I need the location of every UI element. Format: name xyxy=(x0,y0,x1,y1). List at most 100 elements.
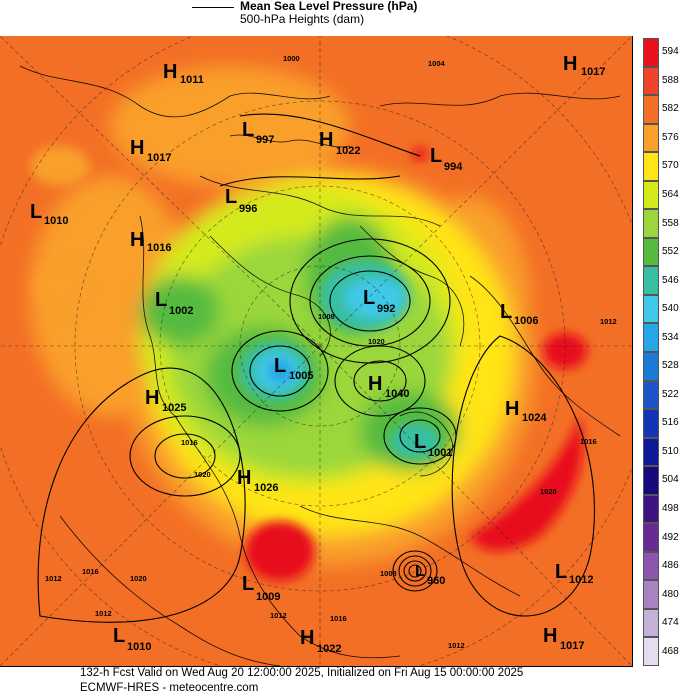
colorbar-swatch xyxy=(643,409,659,438)
isobar-label: 1012 xyxy=(95,609,112,618)
colorbar-tick-label: 528 xyxy=(662,360,679,372)
isobar-legend-line xyxy=(192,7,234,8)
colorbar-tick-label: 546 xyxy=(662,274,679,286)
isobar-label: 1012 xyxy=(45,574,62,583)
forecast-valid-text: 132-h Fcst Valid on Wed Aug 20 12:00:00 … xyxy=(80,667,524,679)
height-colorbar xyxy=(643,38,659,666)
isobar-label: 1016 xyxy=(82,567,99,576)
low-pressure-center: L 1006 xyxy=(500,301,538,327)
svg-text:H: H xyxy=(237,467,251,489)
svg-text:H: H xyxy=(163,61,177,83)
colorbar-swatch xyxy=(643,523,659,552)
isobar-label: 1020 xyxy=(194,470,211,479)
svg-text:L: L xyxy=(430,145,442,167)
svg-text:L: L xyxy=(274,355,286,377)
colorbar-swatch xyxy=(643,294,659,324)
map-canvas: 1000 1004 1008 1020 1016 1020 1012 1016 … xyxy=(0,36,632,666)
svg-text:L: L xyxy=(363,287,375,309)
isobar-label: 1012 xyxy=(448,641,465,650)
high-pressure-center: H 1022 xyxy=(319,129,360,157)
low-pressure-center: L 1010 xyxy=(30,201,68,227)
svg-text:1025: 1025 xyxy=(162,402,186,414)
isobar-label: 1008 xyxy=(318,312,335,321)
model-source-text: ECMWF-HRES - meteocentre.com xyxy=(80,682,259,694)
colorbar-tick-label: 492 xyxy=(662,531,679,543)
colorbar-swatch xyxy=(643,580,659,609)
svg-text:1002: 1002 xyxy=(169,305,193,317)
weather-map: 1000 1004 1008 1020 1016 1020 1012 1016 … xyxy=(0,36,633,667)
high-pressure-center: H 1016 xyxy=(130,229,171,254)
svg-text:1016: 1016 xyxy=(147,242,171,254)
colorbar-swatch xyxy=(643,180,659,210)
high-pressure-center: H 1024 xyxy=(505,398,547,424)
colorbar-tick-label: 516 xyxy=(662,417,679,429)
high-pressure-center: H 1026 xyxy=(237,467,278,494)
colorbar-tick-label: 594 xyxy=(662,46,679,58)
colorbar-swatch xyxy=(643,466,659,495)
svg-text:L: L xyxy=(414,431,426,453)
svg-text:1026: 1026 xyxy=(254,482,278,494)
isobar-label: 1012 xyxy=(270,611,287,620)
coastlines xyxy=(19,65,621,666)
svg-text:1022: 1022 xyxy=(336,145,360,157)
low-pressure-center: L 1012 xyxy=(555,561,593,586)
svg-text:L: L xyxy=(155,289,167,311)
isobar-label: 1020 xyxy=(130,574,147,583)
colorbar-tick-label: 486 xyxy=(662,560,679,572)
colorbar-swatch xyxy=(643,352,659,381)
colorbar-tick-label: 534 xyxy=(662,331,679,343)
svg-text:960: 960 xyxy=(427,575,445,587)
colorbar-tick-label: 582 xyxy=(662,103,679,115)
colorbar-swatch xyxy=(643,38,659,67)
isobar-label: 1020 xyxy=(540,487,557,496)
svg-text:992: 992 xyxy=(377,303,395,315)
low-pressure-center: L 1001 xyxy=(414,431,452,459)
colorbar-swatch xyxy=(643,66,659,96)
colorbar-tick-label: 576 xyxy=(662,131,679,143)
colorbar-tick-label: 504 xyxy=(662,474,679,486)
height-shading xyxy=(0,36,632,666)
map-legend: Mean Sea Level Pressure (hPa) 500-hPa He… xyxy=(192,0,452,30)
svg-text:1022: 1022 xyxy=(317,643,341,655)
colorbar-tick-label: 468 xyxy=(662,645,679,657)
colorbar-swatch xyxy=(643,209,659,238)
low-pressure-center: L 997 xyxy=(242,119,274,146)
svg-text:1006: 1006 xyxy=(514,315,538,327)
low-pressure-center: L 992 xyxy=(363,287,395,315)
svg-text:1024: 1024 xyxy=(522,412,547,424)
svg-text:1017: 1017 xyxy=(581,66,605,78)
svg-text:H: H xyxy=(368,373,382,395)
svg-text:L: L xyxy=(500,301,512,323)
low-pressure-center: L 994 xyxy=(430,145,463,173)
svg-text:1010: 1010 xyxy=(127,641,151,653)
colorbar-swatch xyxy=(643,152,659,181)
svg-text:L: L xyxy=(242,573,254,595)
colorbar-swatch xyxy=(643,95,659,124)
isobar-label: 1004 xyxy=(428,59,446,68)
isobar-label: 1016 xyxy=(330,614,347,623)
graticule xyxy=(0,36,632,666)
svg-text:L: L xyxy=(555,561,567,583)
colorbar-tick-label: 510 xyxy=(662,445,679,457)
colorbar-swatch xyxy=(643,237,659,267)
colorbar-tick-label: 558 xyxy=(662,217,679,229)
colorbar-tick-label: 522 xyxy=(662,388,679,400)
colorbar-tick-label: 498 xyxy=(662,503,679,514)
isobar-label: 1016 xyxy=(181,438,198,447)
isobars xyxy=(37,113,595,623)
isobar-label: 1020 xyxy=(368,337,385,346)
svg-text:H: H xyxy=(563,53,577,75)
high-pressure-center: H 1017 xyxy=(130,137,171,164)
svg-text:H: H xyxy=(145,387,159,409)
high-pressure-center: H 1040 xyxy=(368,373,409,400)
high-pressure-center: H 1025 xyxy=(145,387,186,414)
svg-text:L: L xyxy=(415,563,425,580)
isobar-label: 1000 xyxy=(283,54,300,63)
isobar-label: 1008 xyxy=(380,569,397,578)
heights-legend-label: 500-hPa Heights (dam) xyxy=(240,12,365,26)
colorbar-swatch xyxy=(643,608,659,638)
colorbar-swatch xyxy=(643,437,659,467)
svg-text:1010: 1010 xyxy=(44,215,68,227)
